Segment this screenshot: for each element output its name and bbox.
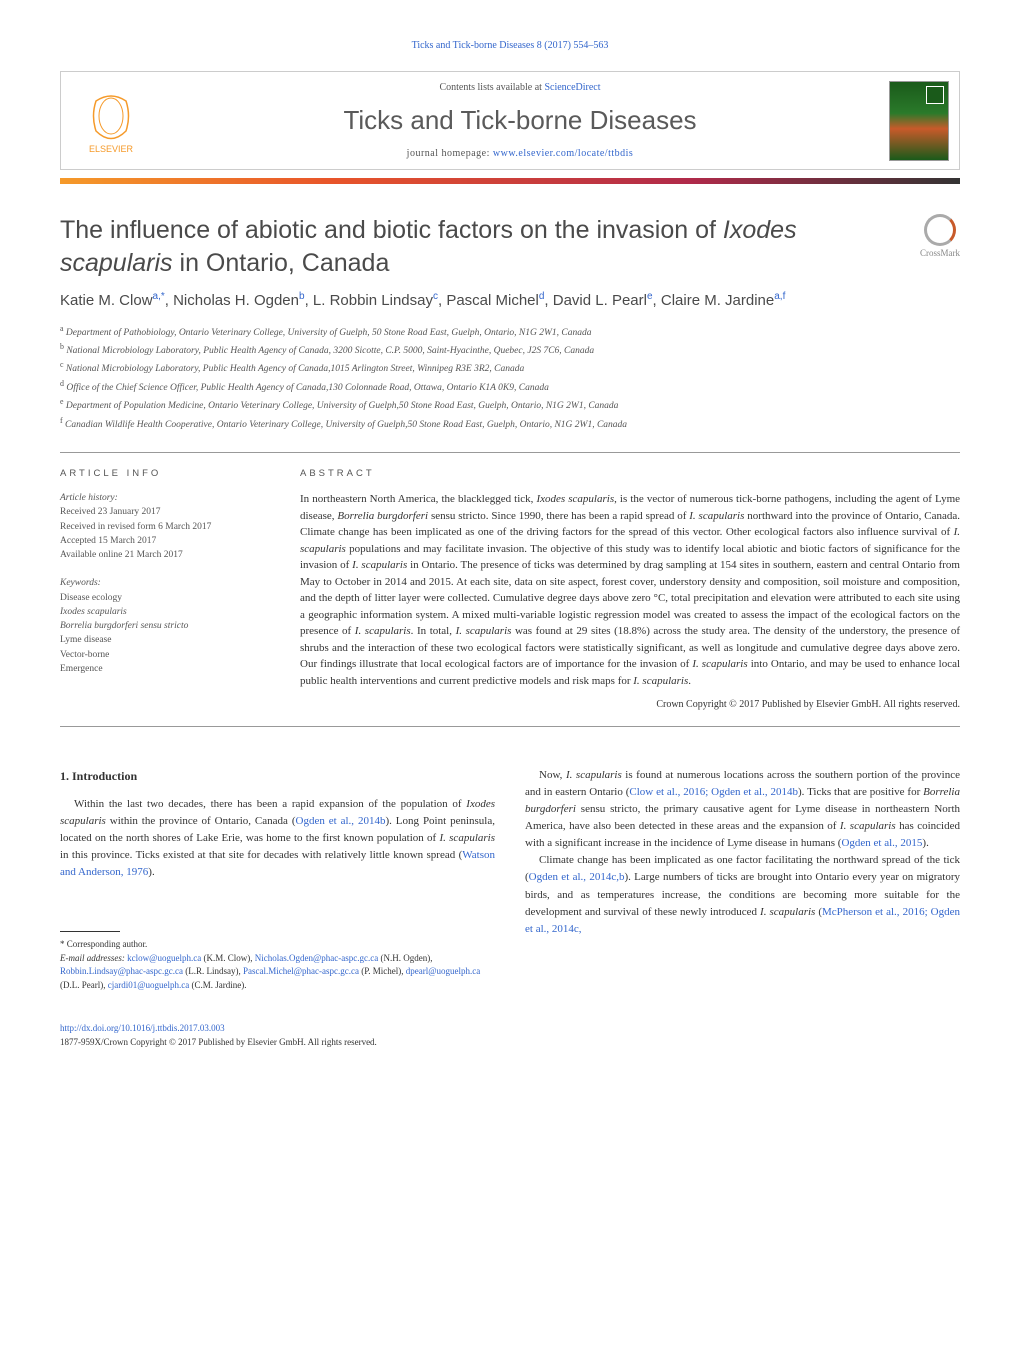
elsevier-label: ELSEVIER	[89, 144, 134, 154]
history-line: Accepted 15 March 2017	[60, 534, 270, 548]
doi-link[interactable]: http://dx.doi.org/10.1016/j.ttbdis.2017.…	[60, 1023, 225, 1033]
footnote-rule	[60, 931, 120, 932]
section-title: Introduction	[72, 769, 137, 783]
journal-homepage: journal homepage: www.elsevier.com/locat…	[181, 148, 859, 159]
paragraph: Within the last two decades, there has b…	[60, 796, 495, 881]
affiliation-line: f Canadian Wildlife Health Cooperative, …	[60, 415, 960, 432]
gradient-divider	[60, 178, 960, 184]
affiliation-line: d Office of the Chief Science Officer, P…	[60, 378, 960, 395]
crossmark-badge[interactable]: CrossMark	[920, 214, 960, 258]
paragraph: Climate change has been implicated as on…	[525, 852, 960, 937]
article-header: The influence of abiotic and biotic fact…	[60, 214, 960, 279]
affiliation-line: b National Microbiology Laboratory, Publ…	[60, 341, 960, 358]
article-title: The influence of abiotic and biotic fact…	[60, 214, 900, 279]
corresponding-author: * Corresponding author.	[60, 938, 495, 952]
keyword: Vector-borne	[60, 648, 270, 662]
paragraph: Now, I. scapularis is found at numerous …	[525, 767, 960, 852]
elsevier-logo-icon: ELSEVIER	[76, 86, 146, 156]
section-number: 1.	[60, 769, 69, 783]
keyword: Disease ecology	[60, 591, 270, 605]
affiliation-line: a Department of Pathobiology, Ontario Ve…	[60, 323, 960, 340]
article-history: Article history: Received 23 January 201…	[60, 491, 270, 562]
info-abstract-row: ARTICLE INFO Article history: Received 2…	[60, 452, 960, 727]
email-addresses: E-mail addresses: kclow@uoguelph.ca (K.M…	[60, 952, 495, 993]
email-label: E-mail addresses:	[60, 953, 125, 963]
section-heading: 1. Introduction	[60, 767, 495, 786]
history-line: Available online 21 March 2017	[60, 548, 270, 562]
page-footer: http://dx.doi.org/10.1016/j.ttbdis.2017.…	[60, 1022, 960, 1049]
keyword: Emergence	[60, 662, 270, 676]
contents-available: Contents lists available at ScienceDirec…	[181, 82, 859, 93]
history-line: Received in revised form 6 March 2017	[60, 520, 270, 534]
journal-title: Ticks and Tick-borne Diseases	[181, 105, 859, 136]
keywords-heading: Keywords:	[60, 576, 270, 590]
abstract-text: In northeastern North America, the black…	[300, 491, 960, 689]
page: Ticks and Tick-borne Diseases 8 (2017) 5…	[0, 0, 1020, 1089]
abstract: ABSTRACT In northeastern North America, …	[300, 467, 960, 712]
running-header: Ticks and Tick-borne Diseases 8 (2017) 5…	[60, 40, 960, 51]
column-right: Now, I. scapularis is found at numerous …	[525, 767, 960, 992]
affiliation-line: e Department of Population Medicine, Ont…	[60, 396, 960, 413]
article-info: ARTICLE INFO Article history: Received 2…	[60, 467, 270, 712]
banner-center: Contents lists available at ScienceDirec…	[161, 72, 879, 169]
journal-banner: ELSEVIER Contents lists available at Sci…	[60, 71, 960, 170]
keyword: Ixodes scapularis	[60, 605, 270, 619]
article-info-label: ARTICLE INFO	[60, 467, 270, 481]
cover-thumbnail-cell	[879, 72, 959, 169]
affiliations: a Department of Pathobiology, Ontario Ve…	[60, 323, 960, 432]
keyword: Borrelia burgdorferi sensu stricto	[60, 619, 270, 633]
journal-cover-icon	[889, 81, 949, 161]
crossmark-icon	[924, 214, 956, 246]
footnotes: * Corresponding author. E-mail addresses…	[60, 938, 495, 992]
body-columns: 1. Introduction Within the last two deca…	[60, 767, 960, 992]
keyword: Lyme disease	[60, 633, 270, 647]
issn-copyright: 1877-959X/Crown Copyright © 2017 Publish…	[60, 1037, 377, 1047]
column-left: 1. Introduction Within the last two deca…	[60, 767, 495, 992]
authors-line: Katie M. Clowa,*, Nicholas H. Ogdenb, L.…	[60, 289, 960, 313]
sciencedirect-link[interactable]: ScienceDirect	[544, 82, 600, 93]
affiliation-line: c National Microbiology Laboratory, Publ…	[60, 359, 960, 376]
homepage-prefix: journal homepage:	[407, 148, 493, 159]
abstract-copyright: Crown Copyright © 2017 Published by Else…	[300, 697, 960, 712]
crossmark-label: CrossMark	[920, 248, 960, 258]
contents-prefix: Contents lists available at	[439, 82, 544, 93]
keywords-block: Keywords: Disease ecologyIxodes scapular…	[60, 576, 270, 676]
history-heading: Article history:	[60, 491, 270, 505]
homepage-link[interactable]: www.elsevier.com/locate/ttbdis	[493, 148, 633, 159]
publisher-logo-cell: ELSEVIER	[61, 72, 161, 169]
abstract-label: ABSTRACT	[300, 467, 960, 481]
history-line: Received 23 January 2017	[60, 505, 270, 519]
